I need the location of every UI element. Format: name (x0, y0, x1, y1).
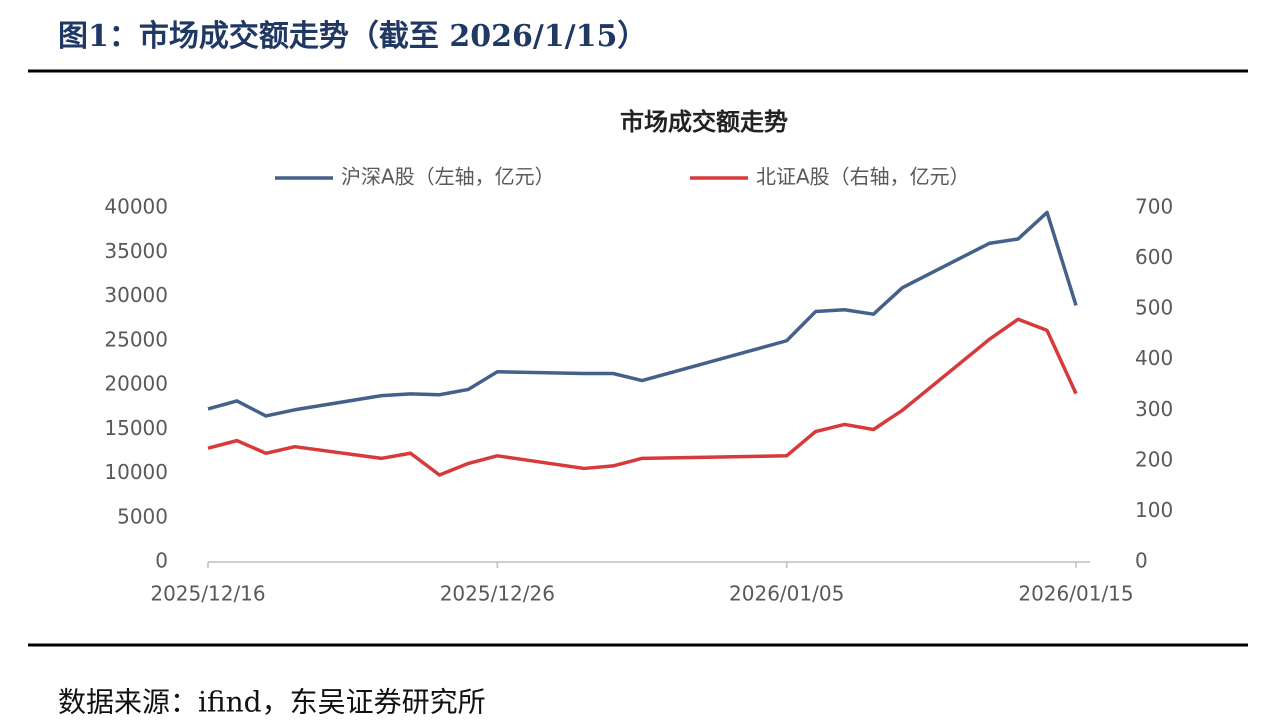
y-tick-label: 20000 (104, 372, 168, 396)
y2-tick-label: 200 (1135, 447, 1173, 471)
y-tick-label: 40000 (104, 195, 168, 219)
series-line (207, 317, 1078, 477)
y2-tick-label: 100 (1135, 498, 1173, 522)
y2-tick-label: 600 (1135, 245, 1173, 269)
figure-title: 图1：市场成交额走势（截至 2026/1/15） (58, 19, 647, 54)
y-tick-label: 15000 (104, 416, 168, 440)
y2-tick-label: 700 (1135, 195, 1173, 219)
y-tick-label: 0 (155, 549, 168, 573)
legend-label: 沪深A股（左轴，亿元） (341, 165, 555, 189)
y-tick-label: 30000 (104, 283, 168, 307)
y-tick-label: 25000 (104, 327, 168, 351)
legend-label: 北证A股（右轴，亿元） (756, 165, 970, 189)
x-tick-label: 2025/12/16 (150, 582, 265, 606)
y2-tick-label: 0 (1135, 549, 1148, 573)
y-tick-label: 35000 (104, 239, 168, 263)
x-tick-label: 2026/01/05 (729, 582, 844, 606)
series-line (207, 210, 1078, 418)
y-tick-label: 10000 (104, 460, 168, 484)
y2-tick-label: 400 (1135, 346, 1173, 370)
chart-title: 市场成交额走势 (620, 108, 788, 136)
source-note: 数据来源：ifind，东吴证券研究所 (58, 686, 486, 719)
x-tick-label: 2025/12/26 (440, 582, 555, 606)
y2-tick-label: 300 (1135, 397, 1173, 421)
y-tick-label: 5000 (117, 504, 168, 528)
x-tick-label: 2026/01/15 (1018, 582, 1133, 606)
y2-tick-label: 500 (1135, 296, 1173, 320)
